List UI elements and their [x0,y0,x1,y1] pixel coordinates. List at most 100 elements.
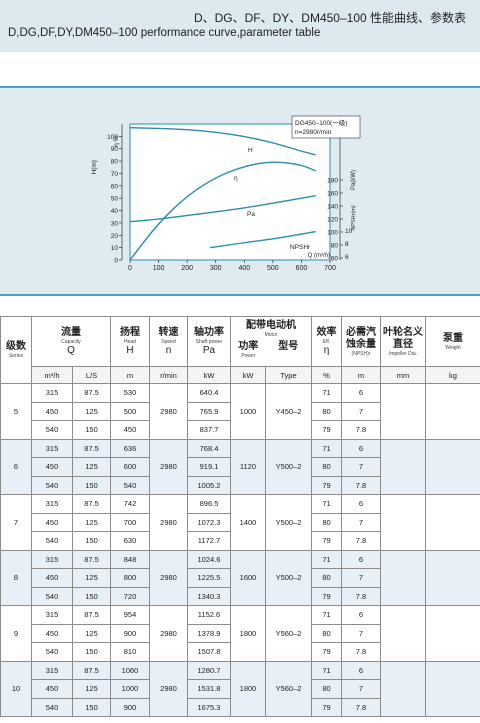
left-tick-label: 20 [111,233,119,240]
weight-cell [425,494,480,551]
capacity-m3h-cell: 540 [31,586,73,606]
efficiency-cell: 79 [311,586,342,606]
speed-cell: 2980 [149,438,188,495]
right-tick-label: 180 [327,178,338,185]
npshr-cell: 6 [341,494,381,514]
head-cell: 800 [110,568,150,588]
header-head: 扬程 Head H [110,316,150,367]
unit-efficiency: % [311,366,342,384]
chart-band: 0 100 200 300 400 500 600 700 Q (m³/h) 100 90 80 70 6… [0,86,480,296]
impeller-cell [380,549,426,606]
left-tick-label: 80 [111,159,119,166]
right-axis-label-npsh: NPSHr(m) [351,205,357,231]
capacity-ls-cell: 125 [72,679,111,699]
series-line-h [129,127,316,156]
head-cell: 1000 [110,679,150,699]
head-cell: 900 [110,697,150,717]
capacity-m3h-cell: 450 [31,457,73,477]
head-cell: 720 [110,586,150,606]
capacity-ls-cell: 150 [72,642,111,662]
left-axis-label: H(m) [91,160,98,174]
capacity-m3h-cell: 315 [31,605,73,625]
motor-type-cell: Y450–2 [265,383,312,440]
series-cell: 8 [0,549,32,606]
header-speed: 转速 Speed n [149,316,188,367]
npshr-cell: 7.8 [341,697,381,717]
weight-cell [425,605,480,662]
speed-cell: 2980 [149,605,188,662]
capacity-ls-cell: 125 [72,623,111,643]
efficiency-cell: 79 [311,475,342,495]
capacity-ls-cell: 150 [72,586,111,606]
x-tick-label: 300 [210,265,222,272]
capacity-m3h-cell: 315 [31,438,73,458]
head-cell: 450 [110,420,150,440]
x-tick-label: 100 [153,265,165,272]
efficiency-cell: 80 [311,568,342,588]
npshr-cell: 7.8 [341,420,381,440]
head-cell: 530 [110,383,150,403]
x-tick-label: 500 [267,265,279,272]
x-tick-label: 600 [296,265,308,272]
capacity-m3h-cell: 450 [31,401,73,421]
unit-npshr: m [341,366,381,384]
header-shaft-power: 轴功率 Shaft power Pa [187,316,231,367]
npshr-cell: 7.8 [341,475,381,495]
head-cell: 1060 [110,660,150,680]
table-row: 9 315 87.5 954 2980 1152.6 1800 Y560–2 71 6 [0,605,480,662]
impeller-cell [380,438,426,495]
head-cell: 540 [110,475,150,495]
shaft-power-cell: 1225.5 [187,568,231,588]
right-tick-label: 160 [327,191,338,198]
npshr-cell: 6 [341,660,381,680]
shaft-power-cell: 1024.6 [187,549,231,569]
motor-power-cell: 1000 [230,383,266,440]
series-cell: 9 [0,605,32,662]
npshr-cell: 7.8 [341,586,381,606]
motor-power-cell: 1400 [230,494,266,551]
motor-power-cell: 1800 [230,660,266,717]
table-row: 5 315 87.5 530 2980 640.4 1000 Y450–2 71 6 [0,383,480,440]
capacity-ls-cell: 125 [72,457,111,477]
chart-subtitle: n=2980r/min [295,129,332,136]
speed-cell: 2980 [149,660,188,717]
shaft-power-cell: 1280.7 [187,660,231,680]
capacity-ls-cell: 87.5 [72,438,111,458]
capacity-m3h-cell: 540 [31,420,73,440]
npshr-cell: 7.8 [341,642,381,662]
x-tick-label: 200 [181,265,193,272]
impeller-cell [380,660,426,717]
left-axis-label-eta: η % [113,135,120,146]
capacity-ls-cell: 87.5 [72,605,111,625]
shaft-power-cell: 1072.3 [187,512,231,532]
header-power: 功率 Power [238,341,259,359]
capacity-ls-cell: 125 [72,401,111,421]
capacity-ls-cell: 87.5 [72,494,111,514]
series-cell: 7 [0,494,32,551]
capacity-ls-cell: 125 [72,512,111,532]
shaft-power-cell: 896.5 [187,494,231,514]
right-tick-label: 60 [331,256,339,263]
speed-cell: 2980 [149,494,188,551]
motor-power-cell: 1600 [230,549,266,606]
right-tick-label: 80 [331,243,339,250]
left-tick-label: 60 [111,183,119,190]
header-motor: 配带电动机 Motor 功率 Power 型号 [230,316,312,367]
efficiency-cell: 71 [311,660,342,680]
unit-impeller: mm [380,366,426,384]
capacity-m3h-cell: 450 [31,679,73,699]
right-tick-label: 140 [327,204,338,211]
table-body: 5 315 87.5 530 2980 640.4 1000 Y450–2 71 6 450 125 5… [0,383,480,717]
table-row: 6 315 87.5 636 2980 768.4 1120 Y500–2 71 6 [0,438,480,495]
motor-power-cell: 1800 [230,605,266,662]
motor-type-cell: Y500–2 [265,438,312,495]
efficiency-cell: 71 [311,549,342,569]
header-efficiency: 效率 Eff. η [311,316,342,367]
npshr-cell: 7 [341,568,381,588]
capacity-m3h-cell: 315 [31,494,73,514]
shaft-power-cell: 1152.6 [187,605,231,625]
capacity-m3h-cell: 315 [31,549,73,569]
chart-title: DG450–100(一级) [295,118,347,127]
head-cell: 500 [110,401,150,421]
